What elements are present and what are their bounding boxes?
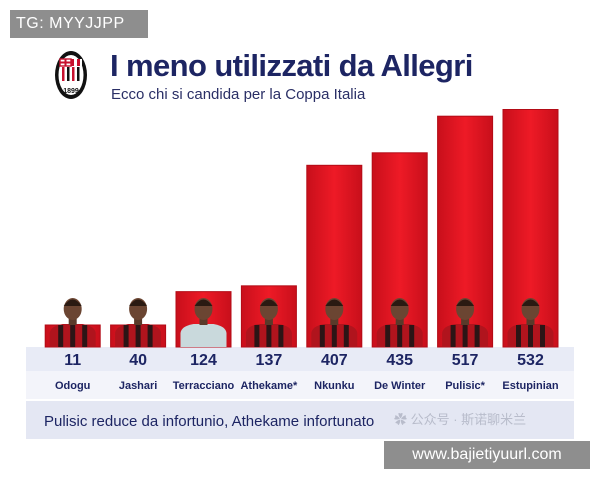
player-stripe-5-1: [397, 325, 403, 347]
player-figure-3: [245, 298, 292, 347]
player-stripe-0-1: [70, 325, 76, 347]
wechat-icon: ✿: [394, 412, 411, 427]
footnote-text: Pulisic reduce da infortunio, Athekame i…: [44, 413, 375, 430]
value-label-0: 11: [64, 352, 81, 369]
category-label-4: Nkunku: [314, 380, 354, 392]
player-figure-6: [442, 298, 489, 347]
category-label-6: Pulisic*: [445, 380, 485, 392]
player-figure-2: [180, 298, 227, 347]
player-stripe-0-0: [58, 325, 64, 347]
player-stripe-6-2: [474, 325, 480, 347]
player-neck-0: [68, 317, 77, 325]
player-hair-2: [194, 299, 213, 306]
value-label-7: 532: [517, 352, 544, 369]
player-stripe-7-2: [540, 325, 545, 347]
player-stripe-3-1: [266, 325, 272, 347]
player-stripe-6-0: [450, 325, 456, 347]
player-stripe-5-0: [385, 325, 391, 347]
player-neck-3: [264, 317, 273, 325]
player-stripe-1-2: [147, 325, 153, 347]
crest-year: 1899: [63, 88, 79, 95]
player-figure-7: [507, 298, 554, 347]
wechat-watermark-text: 公众号 · 斯诺聊米兰: [410, 412, 527, 427]
player-stripe-7-1: [528, 325, 533, 347]
value-label-2: 124: [190, 352, 217, 369]
value-label-6: 517: [452, 352, 479, 369]
player-neck-4: [330, 317, 339, 325]
telegram-watermark-badge: TG: MYYJJPP: [10, 10, 148, 38]
value-label-4: 407: [321, 352, 348, 369]
player-stripe-3-2: [278, 325, 284, 347]
player-neck-1: [134, 317, 143, 325]
player-figure-4: [311, 298, 358, 347]
category-label-5: De Winter: [374, 380, 426, 392]
name-band: [26, 371, 574, 399]
player-hair-3: [259, 299, 278, 306]
category-label-0: Odogu: [55, 380, 90, 392]
player-stripe-4-2: [343, 325, 349, 347]
player-hair-5: [390, 299, 409, 306]
player-stripe-5-2: [409, 325, 415, 347]
player-stripe-1-1: [135, 325, 141, 347]
category-label-2: Terracciano: [173, 380, 235, 392]
player-stripe-3-0: [254, 325, 260, 347]
footnote-band: [26, 401, 574, 439]
url-watermark-badge: www.bajietiyuurl.com: [384, 441, 590, 469]
player-stripe-4-1: [331, 325, 337, 347]
player-hair-7: [521, 299, 540, 306]
category-label-3: Athekame*: [240, 380, 298, 392]
player-stripe-6-1: [462, 325, 468, 347]
player-stripe-7-0: [516, 325, 521, 347]
player-neck-6: [461, 317, 470, 325]
player-figure-5: [376, 298, 423, 347]
player-stripe-1-0: [123, 325, 129, 347]
player-shirt-2: [180, 324, 227, 347]
player-figure-0: [49, 298, 96, 347]
player-hair-1: [129, 299, 148, 306]
player-stripe-0-2: [82, 325, 88, 347]
player-neck-5: [395, 317, 404, 325]
category-label-7: Estupinian: [502, 380, 559, 392]
value-label-3: 137: [256, 352, 283, 369]
player-hair-6: [456, 299, 475, 306]
player-neck-7: [526, 317, 535, 325]
player-stripe-4-0: [319, 325, 325, 347]
player-hair-4: [325, 299, 344, 306]
player-hair-0: [63, 299, 82, 306]
player-figure-1: [115, 298, 162, 347]
ac-milan-crest-icon: 1899: [54, 50, 88, 100]
page-title: I meno utilizzati da Allegri: [110, 48, 473, 83]
value-band: [26, 347, 574, 371]
value-label-1: 40: [129, 352, 147, 369]
category-label-1: Jashari: [119, 380, 158, 392]
value-label-5: 435: [386, 352, 413, 369]
page-subtitle: Ecco chi si candida per la Coppa Italia: [111, 86, 366, 103]
player-neck-2: [199, 317, 208, 325]
wechat-watermark: ✿ 公众号 · 斯诺聊米兰: [394, 409, 526, 428]
